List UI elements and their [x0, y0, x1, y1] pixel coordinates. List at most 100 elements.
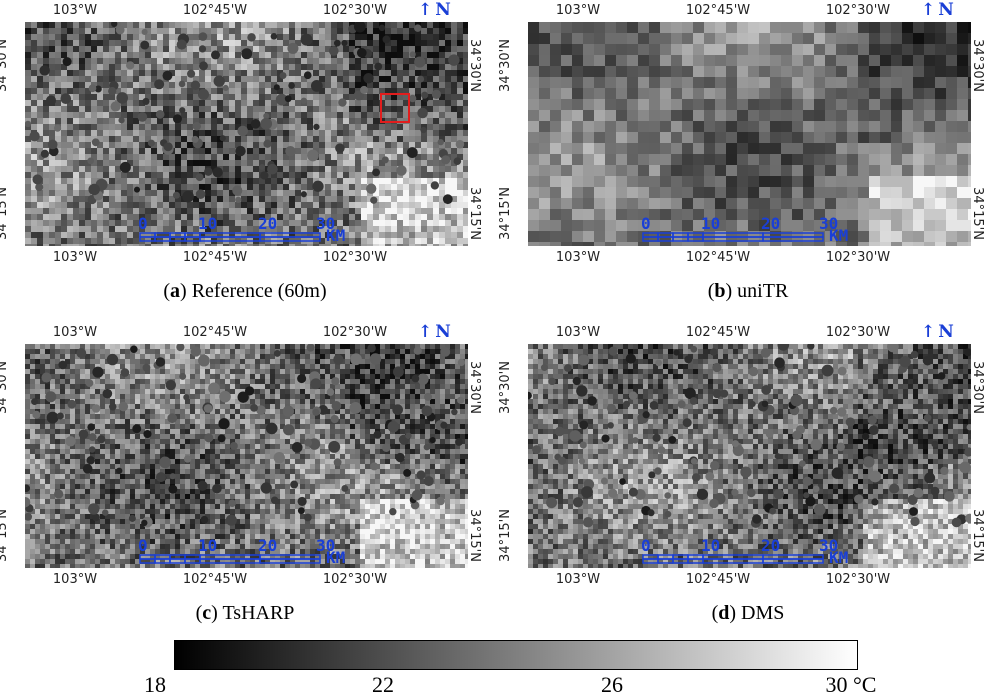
latitude-label-left: 34°30'N — [0, 361, 10, 414]
panel-caption: (c) TsHARP — [195, 602, 295, 624]
scale-bar-tick: 0 — [138, 214, 148, 233]
north-arrow: ↑ N — [921, 0, 954, 20]
scale-bar-tick: 30 — [316, 536, 336, 555]
map-panel-b: 103°W 102°45'W 102°30'W 103°W 102°45'W 102°30… — [498, 0, 1000, 320]
latitude-label-left: 34°30'N — [0, 39, 10, 92]
longitude-label-bottom: 102°30'W — [825, 250, 891, 265]
colorbar-tick: 30 °C — [825, 672, 877, 697]
scale-bar: 0 10 20 30 KM — [138, 536, 345, 568]
scale-bar: 0 10 20 30 KM — [641, 214, 848, 246]
panel-letter: a — [170, 280, 181, 302]
panel-title: uniTR — [737, 280, 789, 302]
scale-bar-tick: 0 — [641, 536, 651, 555]
latitude-label-left: 34°30'N — [497, 39, 513, 92]
longitude-label-top: 102°45'W — [685, 3, 751, 18]
panel-letter: d — [718, 602, 730, 624]
colorbar-gradient — [175, 641, 857, 669]
latitude-label-left: 34°15'N — [497, 187, 513, 240]
north-arrow-label: N — [435, 0, 451, 20]
scale-bar-tick: 20 — [258, 214, 278, 233]
scale-bar-unit: KM — [829, 226, 849, 245]
map-panel-a: 103°W 102°45'W 102°30'W 103°W 102°45'W 102°30… — [0, 0, 500, 320]
lst-map-image: 0 10 20 30 KM — [528, 344, 971, 568]
longitude-label-top: 102°30'W — [322, 325, 388, 340]
latitude-label-right: 34°15'N — [969, 509, 985, 562]
scale-bar-tick: 10 — [198, 536, 218, 555]
longitude-label-bottom: 103°W — [555, 572, 601, 587]
latitude-label-right: 34°30'N — [969, 361, 985, 414]
longitude-label-bottom: 102°30'W — [322, 250, 388, 265]
map-panel-c: 103°W 102°45'W 102°30'W 103°W 102°45'W 102°30… — [0, 322, 500, 642]
panel-caption: (b) uniTR — [707, 280, 789, 302]
scale-bar-tick: 10 — [701, 536, 721, 555]
scale-bar: 0 10 20 30 KM — [138, 214, 345, 246]
colorbar-tick: 18 — [144, 672, 166, 697]
lst-map-image: 0 10 20 30 KM — [25, 344, 468, 568]
latitude-label-right: 34°30'N — [466, 39, 482, 92]
scale-bar-tick: 30 — [316, 214, 336, 233]
north-arrow-label: N — [435, 322, 451, 342]
lst-map-image: 0 10 20 30 KM — [528, 22, 971, 246]
panel-caption: (d) DMS — [711, 602, 785, 624]
scale-bar-tick: 20 — [761, 536, 781, 555]
panel-letter: b — [714, 280, 726, 302]
scale-bar-tick: 10 — [701, 214, 721, 233]
scale-bar-tick: 0 — [138, 536, 148, 555]
longitude-label-bottom: 102°45'W — [182, 572, 248, 587]
latitude-label-left: 34°15'N — [0, 187, 10, 240]
latitude-label-right: 34°30'N — [969, 39, 985, 92]
scale-bar-tick: 10 — [198, 214, 218, 233]
north-arrow: ↑ N — [921, 322, 954, 342]
longitude-label-top: 102°45'W — [685, 325, 751, 340]
north-arrow: ↑ N — [418, 0, 451, 20]
longitude-label-bottom: 102°45'W — [685, 572, 751, 587]
longitude-label-bottom: 102°45'W — [685, 250, 751, 265]
latitude-label-left: 34°15'N — [497, 509, 513, 562]
latitude-label-right: 34°15'N — [969, 187, 985, 240]
panel-title: Reference (60m) — [191, 280, 327, 302]
north-arrow: ↑ N — [418, 322, 451, 342]
scale-bar-unit: KM — [829, 548, 849, 567]
longitude-label-top: 102°45'W — [182, 325, 248, 340]
longitude-label-top: 102°30'W — [825, 325, 891, 340]
colorbar-tick: 26 — [601, 672, 623, 697]
latitude-label-right: 34°15'N — [466, 509, 482, 562]
longitude-label-bottom: 102°45'W — [182, 250, 248, 265]
latitude-label-right: 34°30'N — [466, 361, 482, 414]
north-arrow-label: N — [938, 0, 954, 20]
colorbar — [174, 640, 858, 670]
panel-caption: (a) Reference (60m) — [163, 280, 327, 302]
north-arrow-icon: ↑ — [921, 322, 936, 342]
longitude-label-top: 102°30'W — [825, 3, 891, 18]
longitude-label-bottom: 103°W — [555, 250, 601, 265]
longitude-label-top: 102°30'W — [322, 3, 388, 18]
map-panel-d: 103°W 102°45'W 102°30'W 103°W 102°45'W 102°30… — [498, 322, 1000, 642]
north-arrow-label: N — [938, 322, 954, 342]
lst-map-image: 0 10 20 30 KM — [25, 22, 468, 246]
scale-bar-unit: KM — [326, 548, 346, 567]
scale-bar-tick: 0 — [641, 214, 651, 233]
scale-bar-unit: KM — [326, 226, 346, 245]
scale-bar: 0 10 20 30 KM — [641, 536, 848, 568]
longitude-label-bottom: 102°30'W — [825, 572, 891, 587]
longitude-label-top: 103°W — [555, 325, 601, 340]
longitude-label-top: 103°W — [52, 3, 98, 18]
north-arrow-icon: ↑ — [418, 322, 433, 342]
latitude-label-left: 34°15'N — [0, 509, 10, 562]
zoom-region-box — [380, 93, 410, 123]
longitude-label-bottom: 103°W — [52, 250, 98, 265]
longitude-label-top: 102°45'W — [182, 3, 248, 18]
north-arrow-icon: ↑ — [418, 0, 433, 20]
colorbar-tick: 22 — [372, 672, 394, 697]
scale-bar-tick: 20 — [258, 536, 278, 555]
scale-bar-tick: 30 — [819, 214, 839, 233]
panel-letter: c — [202, 602, 212, 624]
longitude-label-top: 103°W — [52, 325, 98, 340]
scale-bar-tick: 20 — [761, 214, 781, 233]
north-arrow-icon: ↑ — [921, 0, 936, 20]
longitude-label-bottom: 103°W — [52, 572, 98, 587]
scale-bar-tick: 30 — [819, 536, 839, 555]
panel-title: TsHARP — [222, 602, 295, 624]
longitude-label-top: 103°W — [555, 3, 601, 18]
latitude-label-left: 34°30'N — [497, 361, 513, 414]
